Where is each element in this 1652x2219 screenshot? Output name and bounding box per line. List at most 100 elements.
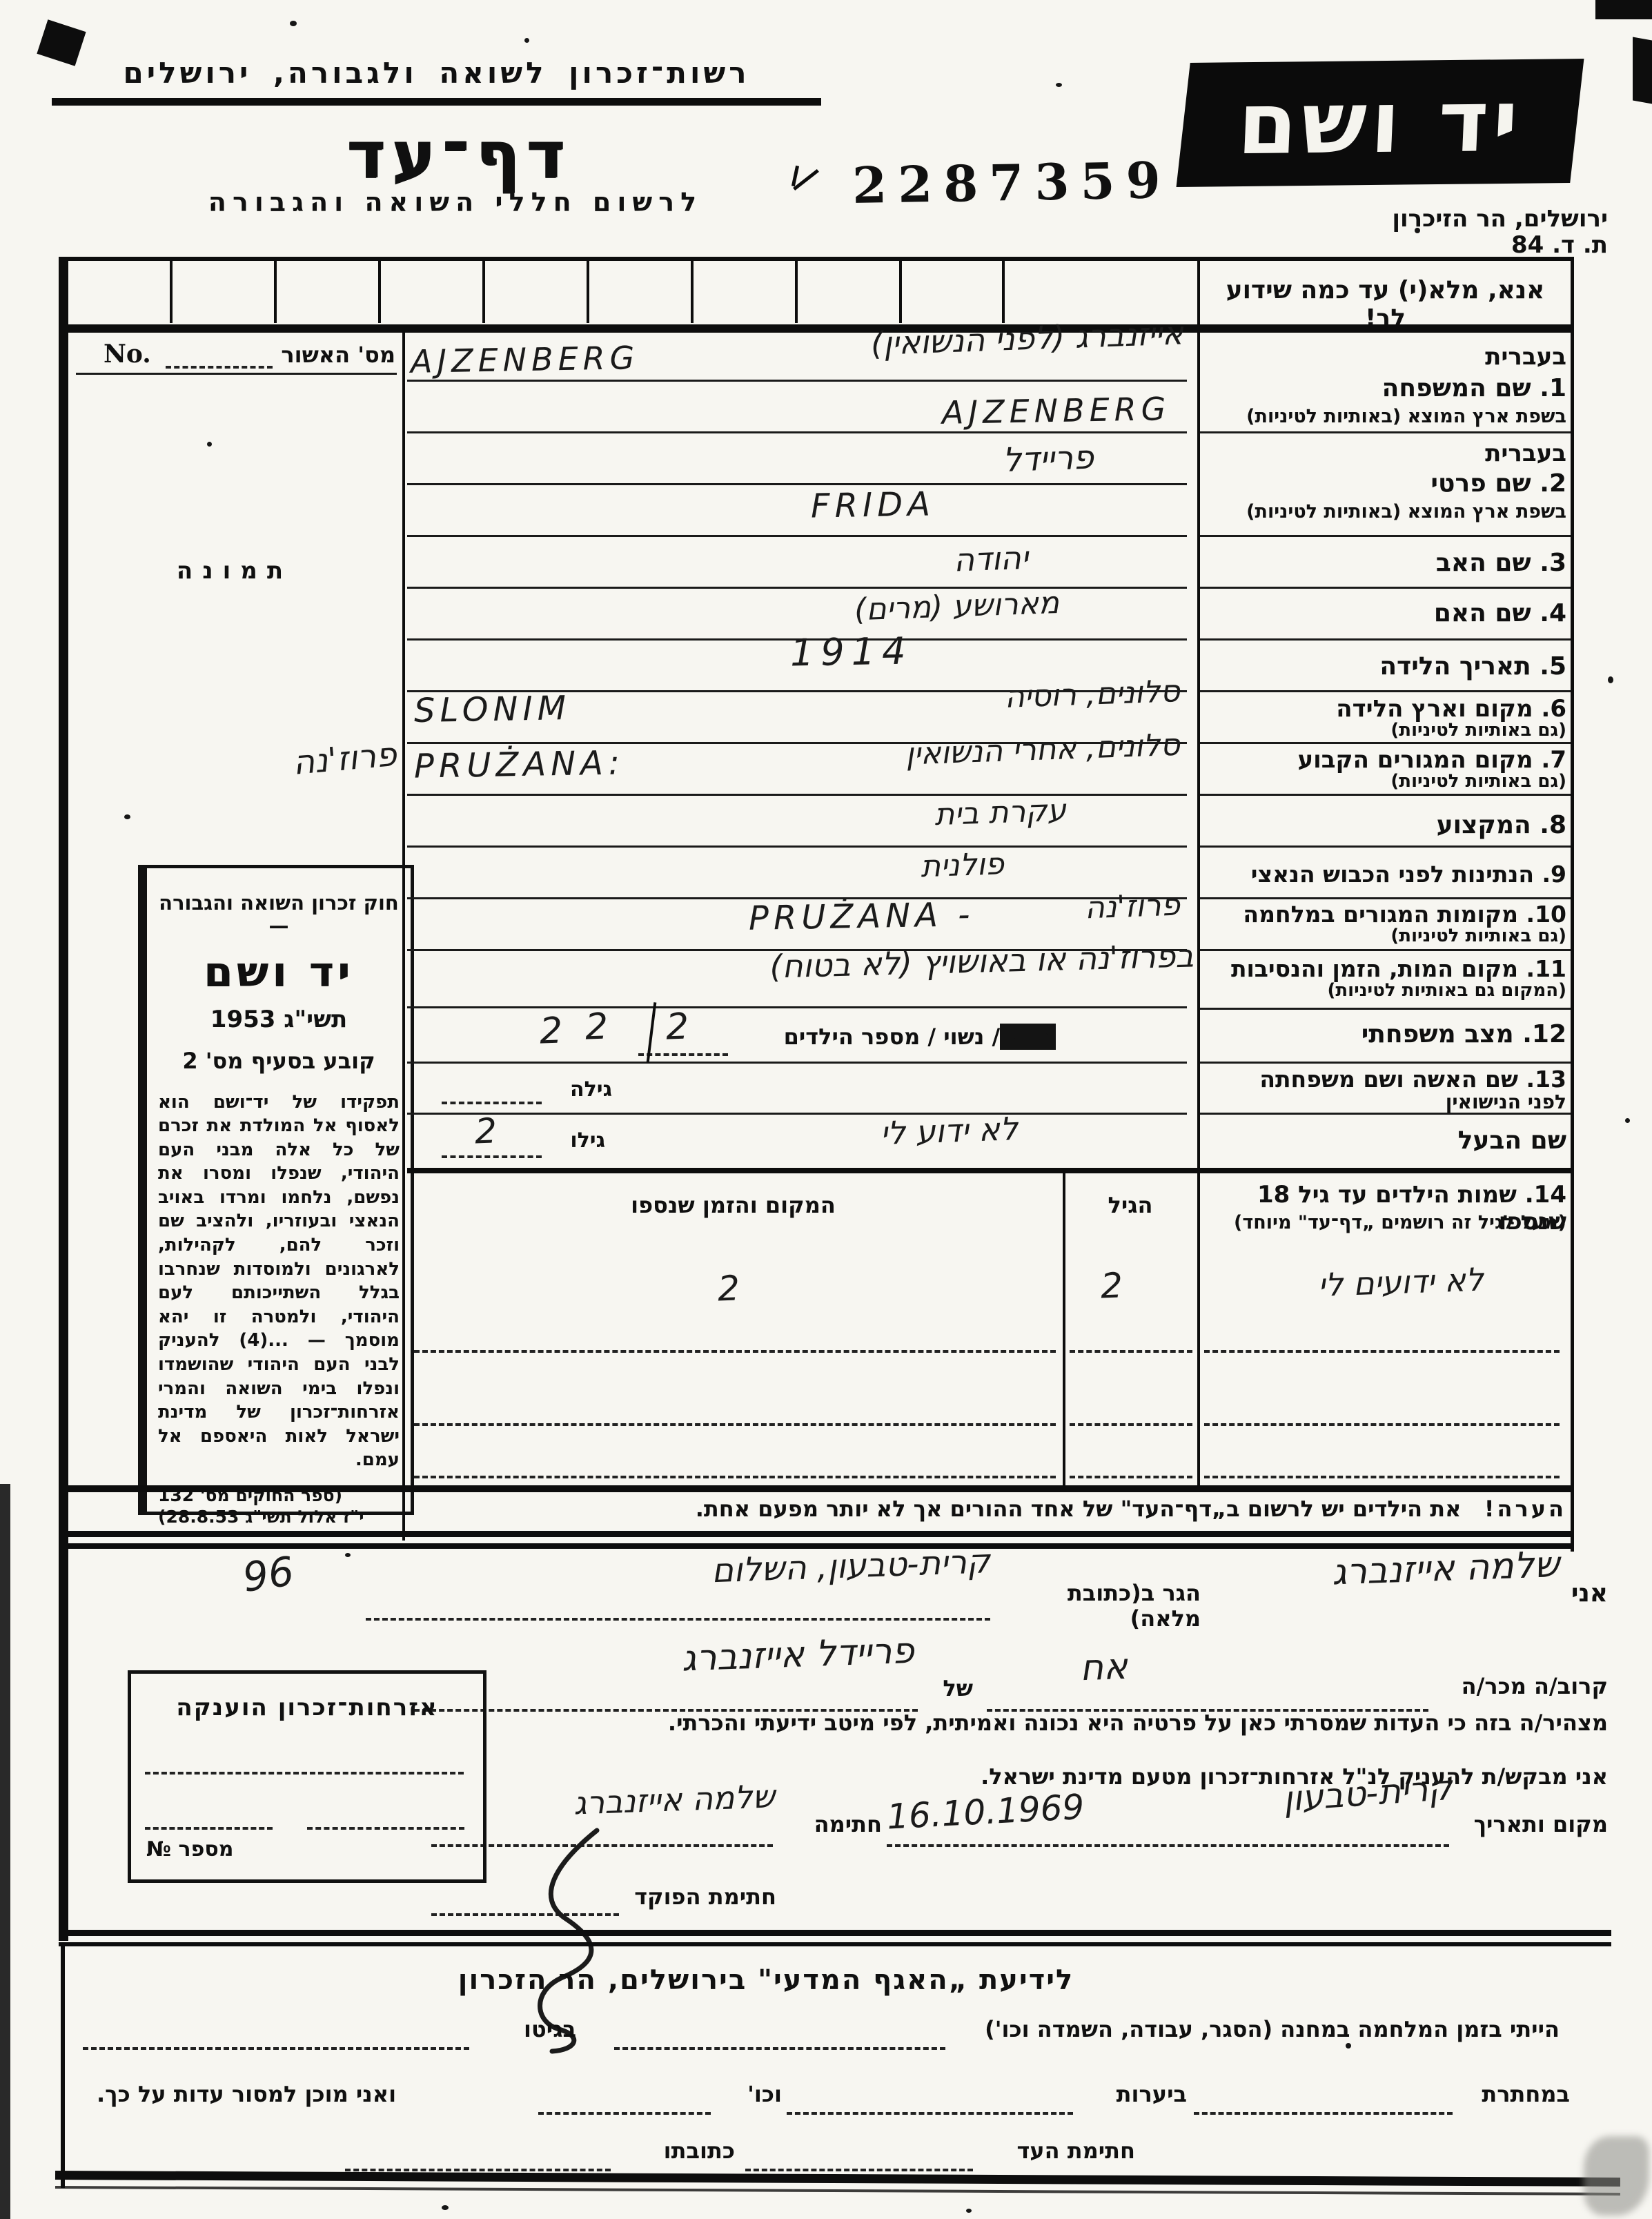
husband-age-label: גילו — [570, 1128, 605, 1153]
children-row-sep — [414, 1329, 1056, 1353]
yad-vashem-logo: יד ושם — [1176, 59, 1584, 187]
children-row-sep — [1070, 1329, 1192, 1353]
field-3-label: 3. שם האב — [1435, 549, 1566, 577]
ghetto-label: בגיטו — [524, 2016, 576, 2042]
serial-number: 2287359 — [852, 150, 1172, 215]
memorial-citizenship-box: אזרחות־זכרון הוענקה מספר № — [128, 1670, 486, 1883]
strip-tick — [899, 261, 902, 323]
camp-label: הייתי בזמן המלחמה במחנה (הסגר, עבודה, הש… — [985, 2016, 1560, 2042]
answer-underline — [407, 431, 1187, 433]
answer-birth-place-latin: SLONIM — [413, 689, 571, 730]
witness-signature-label: חתימת העד — [1016, 2138, 1135, 2164]
label-separator — [1200, 587, 1571, 589]
label-separator — [1200, 690, 1571, 692]
form-border-left — [59, 257, 68, 1941]
of-dots — [414, 1684, 918, 1712]
scan-speck — [442, 2205, 449, 2210]
declarant-address-dots — [366, 1593, 990, 1621]
scan-speck — [1415, 228, 1420, 233]
address-line-2: ת. ד. 84 — [1511, 231, 1608, 259]
children-table-bottom-border — [59, 1485, 1573, 1492]
children-row-sep — [1070, 1455, 1192, 1478]
answer-husband-age: 2 — [473, 1111, 498, 1152]
org-title: רשות־זכרון לשואה ולגבורה, ירושלים — [123, 56, 750, 90]
section-separator-1 — [59, 1930, 1611, 1936]
section-separator-2 — [59, 1942, 1611, 1946]
address-line-1: ירושלים, הר הזיכרון — [1392, 205, 1608, 233]
approval-no-rule — [76, 373, 397, 375]
marital-struck-word: רווק — [1000, 1024, 1056, 1050]
label-separator — [1200, 897, 1571, 899]
declarant-address-handwritten: קרית-טבעון, השלום — [711, 1542, 991, 1591]
label-separator — [1200, 535, 1571, 537]
declarant-name-handwritten: שלמה אייזנברג — [1331, 1544, 1560, 1594]
marital-dots — [638, 1033, 728, 1056]
answer-underline — [407, 1062, 1187, 1064]
memorial-box-title: אזרחות־זכרון הוענקה — [176, 1694, 438, 1721]
children-note: הערה! את הילדים יש לרשום ב„דף־העד" של אח… — [531, 1496, 1566, 1522]
relation-handwritten: אח — [1079, 1645, 1128, 1690]
bottom-left-border — [61, 1946, 65, 2188]
memorial-box-dots-2 — [145, 1824, 273, 1830]
strip-tick — [691, 261, 694, 323]
place-date-label: מקום ותאריך — [1473, 1811, 1608, 1837]
answer-underline — [407, 638, 1187, 641]
scan-speck — [290, 21, 297, 26]
answer-underline — [407, 794, 1187, 796]
field-husband-label: שם הבעל — [1457, 1126, 1566, 1155]
wife-age-label: גילה — [570, 1077, 612, 1102]
children-row-sep — [1204, 1402, 1560, 1426]
field-2-sub: בשפת ארץ המוצא (באותיות לטיניות) — [1246, 501, 1566, 522]
page-bottom-border — [55, 2171, 1621, 2187]
strip-tick — [795, 261, 798, 323]
signature-dots — [431, 1822, 773, 1847]
label-separator — [1200, 431, 1571, 433]
forests-label: ביערות — [1116, 2081, 1187, 2107]
photo-handwritten-note: פרוז'נה — [291, 734, 399, 783]
photo-label: תמונה — [176, 557, 293, 585]
answer-citizenship: פולנית — [920, 846, 1005, 885]
answer-mother-name: מארושע (מרים) — [854, 585, 1060, 628]
field-8-label: 8. המקצוע — [1436, 811, 1566, 839]
underground-label: במחתרת — [1482, 2081, 1570, 2107]
label-separator — [1200, 1062, 1571, 1064]
bottom-section-title: לידיעת „האגף המדעי" בירושלים, הר הזכרון — [458, 1964, 1074, 1996]
camp-dots — [614, 2028, 945, 2050]
form-bottom-border-1 — [59, 1531, 1573, 1537]
scan-speck — [966, 2209, 972, 2213]
children-row1-place: 2 — [716, 1268, 740, 1309]
marital-written-2: 2 — [665, 1006, 690, 1048]
scan-speck — [207, 442, 212, 447]
answer-residence-hebrew: סלונים, אחרי הנשואין — [905, 727, 1181, 772]
answer-underline — [407, 535, 1187, 537]
org-title-rule — [52, 98, 821, 106]
field-1-sub: בשפת ארץ המוצא (באותיות לטיניות) — [1246, 406, 1566, 427]
law-title: יד ושם — [204, 948, 354, 997]
field-10-sub: (גם באותיות לטיניות) — [1390, 926, 1566, 946]
answer-death-place: בפרוז'נה או באושויץ (לא בטוח) — [769, 937, 1194, 986]
label-column-divider — [1197, 333, 1200, 1491]
answer-underline — [407, 587, 1187, 589]
label-separator — [1200, 638, 1571, 641]
law-year: תשי"ג 1953 — [210, 1005, 348, 1033]
etc-dots — [538, 2093, 711, 2115]
label-separator — [1200, 949, 1571, 951]
field-9-label: 9. הנתינות לפני הכבוש הנאצי — [1250, 861, 1566, 888]
children-row1-age: 2 — [1099, 1265, 1123, 1307]
answer-underline — [407, 845, 1187, 848]
declarant-address-label: הגר ב(כתובת מלאה) — [1067, 1580, 1201, 1632]
answer-family-name-latin-inline: AJZENBERG — [410, 339, 640, 380]
scan-edge-shadow — [0, 1484, 10, 2219]
field-13-sub: לפני הנישואין — [1445, 1091, 1566, 1113]
fill-instruction: אנא, מלא(י) עד כמה שידוע לך! — [1226, 276, 1545, 333]
form-subtitle: לרשום חללי השואה והגבורה — [208, 187, 703, 217]
scan-smudge — [1584, 2136, 1649, 2216]
scan-speck — [345, 1553, 351, 1557]
label-separator — [1200, 742, 1571, 744]
label-separator — [1200, 845, 1571, 848]
children-row-sep — [414, 1455, 1056, 1478]
wife-age-dots — [442, 1081, 542, 1104]
answer-war-residence-latin: PRUŻANA - — [748, 895, 975, 938]
children-row-sep — [1204, 1455, 1560, 1478]
official-signature-flourish — [538, 1828, 600, 2054]
